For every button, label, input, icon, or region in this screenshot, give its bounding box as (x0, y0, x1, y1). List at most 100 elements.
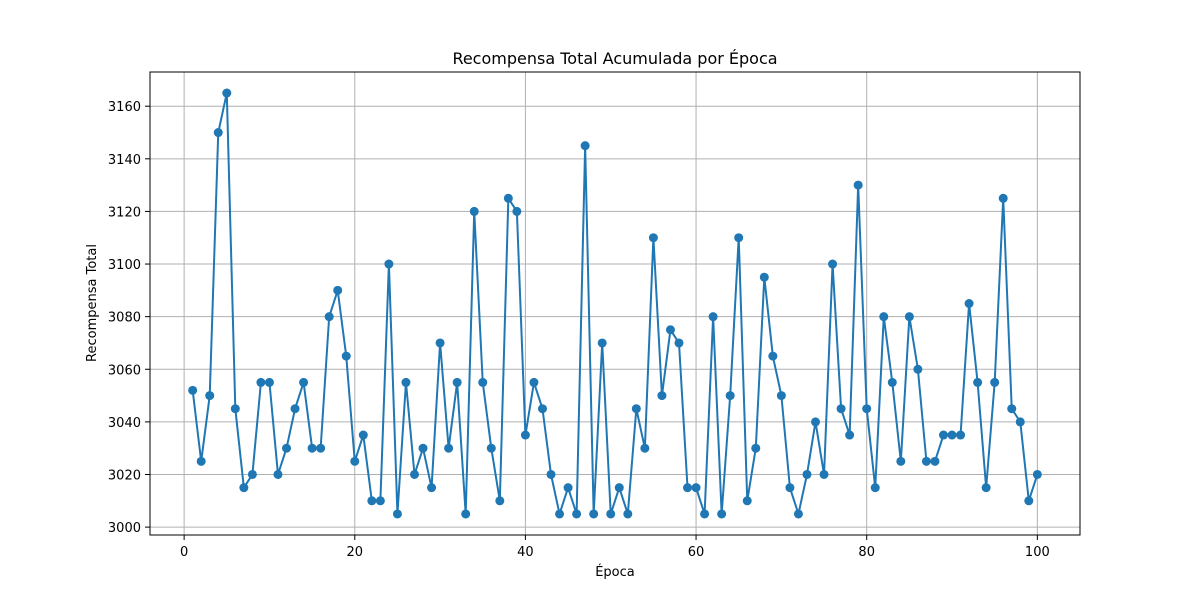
data-point (418, 443, 428, 453)
data-point (879, 312, 889, 322)
data-point (196, 456, 206, 466)
data-point (870, 483, 880, 493)
data-point (461, 509, 471, 519)
data-point (887, 377, 897, 387)
data-point (486, 443, 496, 453)
data-point (307, 443, 317, 453)
data-point (717, 509, 727, 519)
data-point (793, 509, 803, 519)
x-tick-label: 100 (1025, 545, 1050, 560)
y-tick-label: 3020 (108, 468, 141, 483)
data-point (1032, 469, 1042, 479)
data-point (401, 377, 411, 387)
data-point (435, 338, 445, 348)
data-point (742, 496, 752, 506)
data-point (503, 193, 513, 203)
data-point (683, 483, 693, 493)
data-point (444, 443, 454, 453)
data-point (188, 385, 198, 395)
data-point (282, 443, 292, 453)
data-point (845, 430, 855, 440)
data-point (998, 193, 1008, 203)
x-tick-label: 80 (858, 545, 875, 560)
data-point (520, 430, 530, 440)
data-point (751, 443, 761, 453)
data-point (614, 483, 624, 493)
data-point (606, 509, 616, 519)
data-point (981, 483, 991, 493)
axis-ticks: 0 20 40 60 80 100 3000 3020 3040 3060 3080 3100 3120… (108, 100, 1050, 560)
data-point (802, 469, 812, 479)
x-axis-label: Época (595, 564, 635, 580)
data-point (555, 509, 565, 519)
data-point (256, 377, 266, 387)
data-point (375, 496, 385, 506)
data-point (947, 430, 957, 440)
data-point (572, 509, 582, 519)
data-point (657, 391, 667, 401)
data-point (904, 312, 914, 322)
data-point (239, 483, 249, 493)
data-point (324, 312, 334, 322)
data-point (819, 469, 829, 479)
data-point (427, 483, 437, 493)
data-point (580, 141, 590, 151)
data-point (333, 285, 343, 295)
data-point (759, 272, 769, 282)
data-point (409, 469, 419, 479)
data-point (222, 88, 232, 98)
data-point (1015, 417, 1025, 427)
data-point (299, 377, 309, 387)
data-point (853, 180, 863, 190)
data-point (674, 338, 684, 348)
x-tick-label: 20 (346, 545, 363, 560)
x-tick-label: 0 (180, 545, 188, 560)
data-point (623, 509, 633, 519)
data-point (392, 509, 402, 519)
data-point (384, 259, 394, 269)
data-point (640, 443, 650, 453)
data-point (350, 456, 360, 466)
data-point (938, 430, 948, 440)
data-point (665, 325, 675, 335)
data-point (956, 430, 966, 440)
series-layer (188, 88, 1042, 519)
data-point (691, 483, 701, 493)
data-point (921, 456, 931, 466)
y-tick-label: 3060 (108, 363, 141, 378)
y-tick-label: 3040 (108, 416, 141, 431)
data-point (811, 417, 821, 427)
data-point (316, 443, 326, 453)
data-point (896, 456, 906, 466)
data-point (973, 377, 983, 387)
y-tick-label: 3160 (108, 100, 141, 115)
data-point (205, 391, 215, 401)
data-point (836, 404, 846, 414)
x-tick-label: 40 (517, 545, 534, 560)
data-point (358, 430, 368, 440)
data-point (725, 391, 735, 401)
data-point (648, 233, 658, 243)
series-line (191, 92, 1039, 515)
data-point (213, 128, 223, 138)
data-point (478, 377, 488, 387)
data-point (862, 404, 872, 414)
data-point (512, 206, 522, 216)
y-tick-label: 3100 (108, 258, 141, 273)
data-point (341, 351, 351, 361)
data-point (785, 483, 795, 493)
x-tick-label: 60 (688, 545, 705, 560)
y-tick-label: 3080 (108, 311, 141, 326)
data-point (913, 364, 923, 374)
data-point (990, 377, 1000, 387)
data-point (537, 404, 547, 414)
data-point (828, 259, 838, 269)
data-point (776, 391, 786, 401)
data-point (589, 509, 599, 519)
data-point (546, 469, 556, 479)
data-point (469, 206, 479, 216)
data-point (264, 377, 274, 387)
data-point (708, 312, 718, 322)
